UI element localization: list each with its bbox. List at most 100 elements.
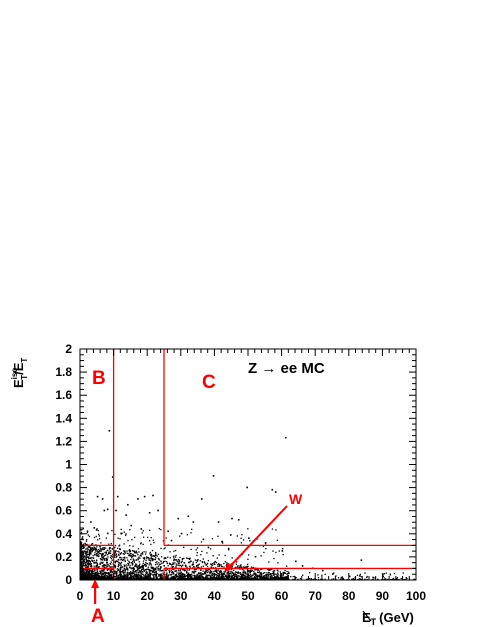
scatter-point xyxy=(139,554,141,557)
scatter-point xyxy=(105,578,107,580)
scatter-point xyxy=(206,565,209,568)
scatter-point xyxy=(217,576,219,578)
scatter-point xyxy=(190,576,192,578)
scatter-point xyxy=(120,564,122,566)
scatter-point xyxy=(244,571,246,573)
scatter-point xyxy=(286,565,288,567)
scatter-point xyxy=(235,573,238,576)
scatter-point xyxy=(86,569,88,571)
scatter-point xyxy=(167,574,170,576)
scatter-point xyxy=(101,553,103,555)
scatter-point xyxy=(282,573,285,575)
scatter-point xyxy=(146,572,148,574)
scatter-point xyxy=(93,557,95,559)
scatter-point xyxy=(91,574,93,577)
scatter-point xyxy=(161,578,164,580)
scatter-point xyxy=(218,565,221,567)
scatter-point xyxy=(149,562,151,564)
scatter-point xyxy=(94,549,96,551)
scatter-point xyxy=(109,563,111,565)
scatter-point xyxy=(167,575,169,577)
scatter-point xyxy=(241,576,243,578)
scatter-point xyxy=(107,556,109,558)
scatter-point xyxy=(171,563,174,565)
scatter-point xyxy=(239,572,242,574)
scatter-point xyxy=(273,573,275,575)
scatter-point xyxy=(145,571,147,574)
scatter-point xyxy=(130,575,132,577)
scatter-point xyxy=(177,578,179,580)
scatter-point xyxy=(260,572,262,574)
scatter-point xyxy=(154,573,156,576)
scatter-point xyxy=(140,576,143,578)
points-layer xyxy=(80,430,417,581)
scatter-point xyxy=(273,570,275,572)
scatter-point xyxy=(192,564,194,566)
scatter-point xyxy=(237,576,239,579)
scatter-point xyxy=(95,564,98,567)
scatter-point xyxy=(332,578,335,580)
x-tick-label: 10 xyxy=(107,589,121,603)
scatter-point xyxy=(81,559,83,561)
scatter-point xyxy=(201,577,204,579)
scatter-point xyxy=(92,576,94,578)
scatter-point xyxy=(100,578,102,580)
scatter-point xyxy=(182,578,184,580)
scatter-point xyxy=(254,569,256,571)
scatter-point xyxy=(191,575,193,577)
scatter-point xyxy=(165,557,167,559)
scatter-point xyxy=(188,574,190,577)
scatter-point xyxy=(263,551,265,554)
scatter-point xyxy=(115,550,117,553)
scatter-point xyxy=(151,558,154,560)
scatter-point xyxy=(238,578,240,580)
scatter-point xyxy=(258,571,260,574)
scatter-point xyxy=(144,577,147,579)
scatter-point xyxy=(118,564,120,566)
scatter-point xyxy=(261,578,264,580)
scatter-point xyxy=(87,561,89,563)
scatter-point xyxy=(90,576,92,578)
scatter-point xyxy=(110,550,112,552)
scatter-point xyxy=(240,564,242,566)
scatter-point xyxy=(204,563,206,565)
scatter-point xyxy=(169,574,171,576)
scatter-point xyxy=(213,573,215,576)
scatter-point xyxy=(286,577,289,579)
scatter-point xyxy=(244,566,246,569)
scatter-point xyxy=(194,576,196,579)
scatter-point xyxy=(273,577,275,579)
scatter-point xyxy=(256,575,258,578)
scatter-point xyxy=(121,566,123,569)
scatter-point xyxy=(194,559,197,561)
scatter-point xyxy=(80,554,82,556)
scatter-point xyxy=(118,553,120,555)
scatter-point xyxy=(260,573,262,575)
scatter-point xyxy=(90,553,92,555)
scatter-point xyxy=(84,569,87,571)
scatter-point xyxy=(164,560,166,563)
scatter-point xyxy=(126,567,128,569)
scatter-point xyxy=(250,569,252,572)
scatter-point xyxy=(81,570,83,572)
scatter-point xyxy=(211,572,213,575)
scatter-point xyxy=(136,568,139,571)
scatter-point xyxy=(333,572,335,574)
scatter-point xyxy=(86,556,89,558)
scatter-point xyxy=(160,560,162,562)
scatter-point xyxy=(109,570,111,572)
scatter-point xyxy=(242,574,244,577)
scatter-point xyxy=(204,577,206,579)
scatter-point xyxy=(217,565,219,567)
scatter-point xyxy=(256,574,259,576)
scatter-point xyxy=(152,570,155,572)
scatter-point xyxy=(144,556,146,559)
scatter-point xyxy=(127,574,129,576)
scatter-point xyxy=(202,538,205,541)
scatter-point xyxy=(160,578,162,580)
scatter-point xyxy=(186,575,188,577)
scatter-point xyxy=(176,560,178,562)
scatter-point xyxy=(88,549,91,552)
scatter-point xyxy=(184,574,186,576)
scatter-point xyxy=(82,545,85,547)
